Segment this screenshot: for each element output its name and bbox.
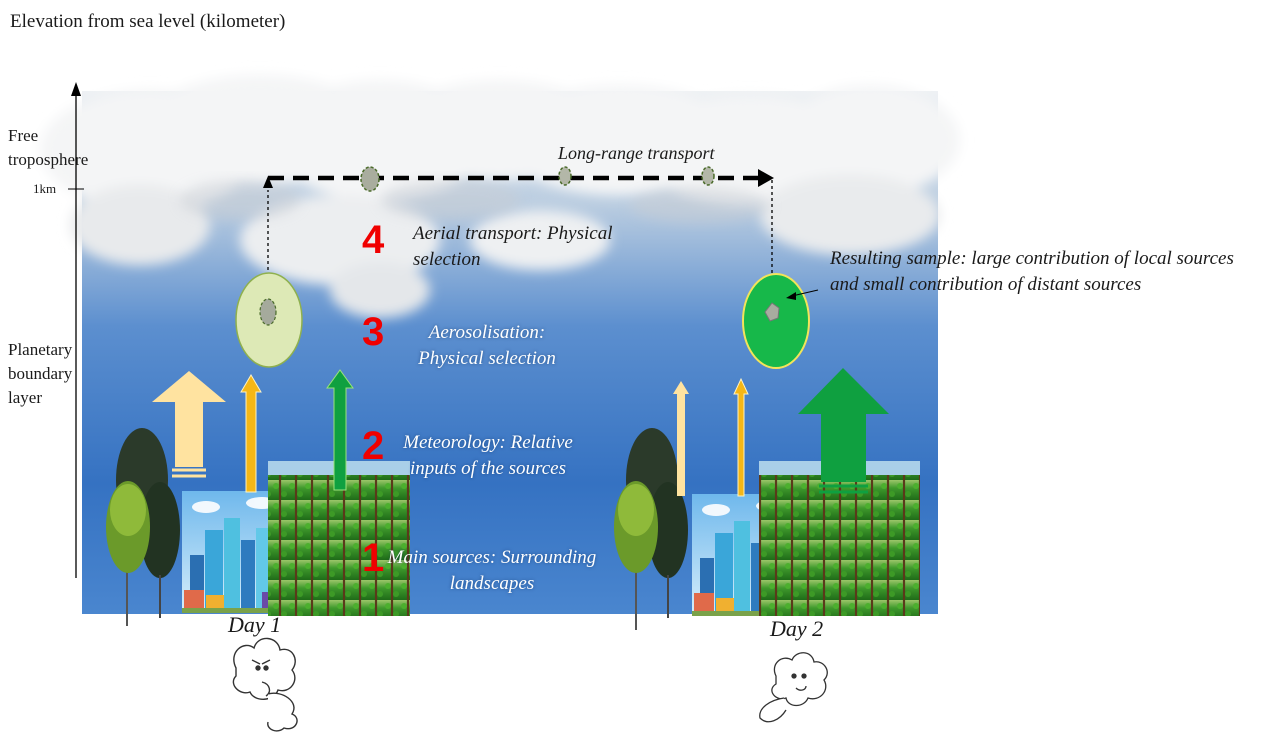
calm-wind-cloud-icon: [759, 652, 828, 723]
crop-arrow-day1: [326, 369, 354, 491]
step-number-1: 1: [362, 536, 385, 580]
ascent-arrowhead: [263, 176, 273, 188]
sample-day2-particle: [764, 302, 780, 322]
step-label-3: Aerosolisation: Physical selection: [418, 322, 556, 369]
elevation-axis-arrowhead: [71, 82, 81, 96]
step-label-1: Main sources: Surrounding landscapes: [387, 547, 597, 594]
zone-planetary-boundary-layer: Planetary boundary layer: [8, 340, 73, 407]
urban-arrow-day1-thin: [240, 374, 262, 493]
day2-landscape: [614, 428, 920, 630]
axis-tick-label: 1km: [33, 181, 57, 196]
transported-particles: [360, 166, 715, 192]
urban-arrow-day1-wide: [152, 371, 226, 467]
zone-free-troposphere: Free troposphere: [8, 126, 89, 169]
resulting-sample-label: Resulting sample: large contribution of …: [830, 248, 1234, 295]
angry-wind-cloud-icon: [232, 637, 298, 732]
step-label-4: Aerial transport: Physical selection: [413, 223, 613, 270]
step-number-2: 2: [362, 424, 385, 468]
sample-day2-ellipse: [742, 273, 810, 369]
cloud-layer: [40, 75, 960, 318]
step-number-3: 3: [362, 310, 385, 354]
axis-title: Elevation from sea level (kilometer): [10, 11, 286, 32]
sample-day1-particle: [259, 298, 277, 326]
result-pointer: [791, 289, 819, 297]
urban-arrow-day2-wide: [673, 381, 689, 496]
day-2-label: Day 2: [770, 616, 824, 641]
day-1-label: Day 1: [228, 612, 282, 637]
transport-arrowhead: [758, 169, 774, 187]
crop-arrow-day2: [798, 368, 889, 482]
long-range-transport-label: Long-range transport: [558, 143, 715, 163]
urban-arrow-day2-thin: [733, 377, 749, 497]
step-number-4: 4: [362, 218, 385, 262]
step-label-2: Meteorology: Relative inputs of the sour…: [403, 432, 573, 479]
